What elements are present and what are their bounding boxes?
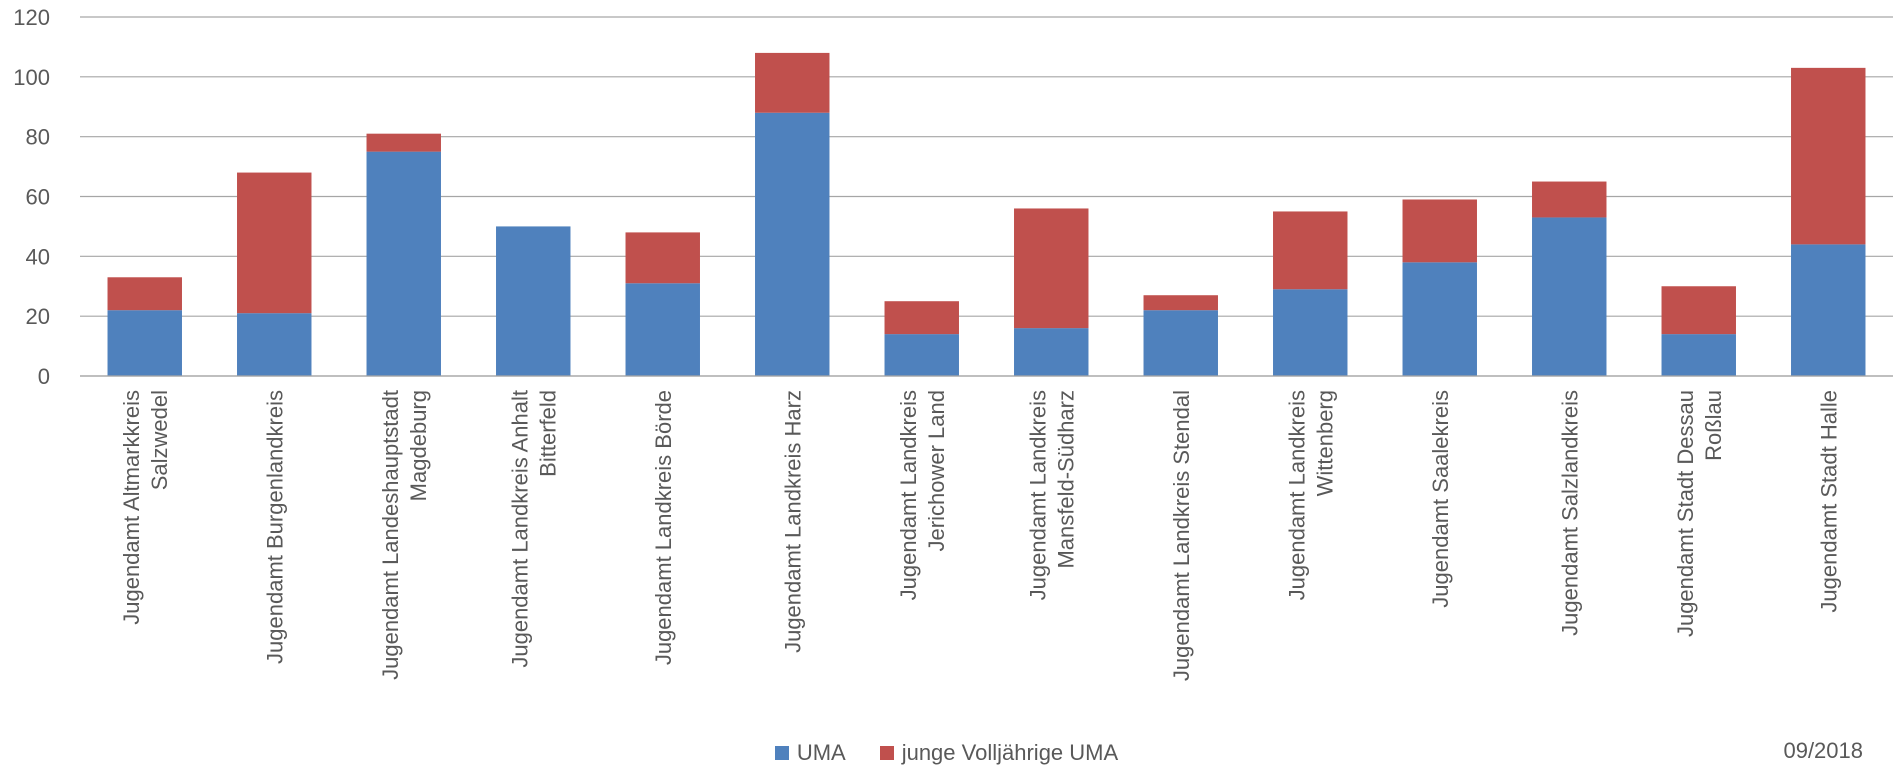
x-tick-label: Roßlau xyxy=(1701,390,1726,461)
gridlines xyxy=(80,16,1893,377)
legend-swatch-uma xyxy=(774,746,789,760)
y-tick-label: 40 xyxy=(26,244,50,269)
x-tick-label: Jerichower Land xyxy=(924,390,949,551)
x-tick-label: Jugendamt Altmarkkreis xyxy=(119,390,144,625)
bar-uma-0 xyxy=(107,310,182,376)
bars xyxy=(107,52,1866,376)
legend-item-junge-volljaehrige-uma: junge Volljährige UMA xyxy=(879,740,1119,766)
bar-junge-volljaehrige-uma-10 xyxy=(1402,199,1477,263)
y-tick-label: 80 xyxy=(26,125,50,150)
bar-uma-8 xyxy=(1143,310,1218,376)
bar-uma-13 xyxy=(1791,244,1866,376)
bar-junge-volljaehrige-uma-12 xyxy=(1661,286,1736,335)
bar-junge-volljaehrige-uma-4 xyxy=(625,232,700,284)
bar-junge-volljaehrige-uma-9 xyxy=(1273,211,1348,290)
bar-junge-volljaehrige-uma-11 xyxy=(1532,181,1607,218)
y-tick-label: 120 xyxy=(13,5,50,30)
bar-junge-volljaehrige-uma-6 xyxy=(884,301,959,335)
x-tick-label: Jugendamt Landkreis Börde xyxy=(651,390,676,665)
legend-swatch-junge-volljaehrige-uma xyxy=(879,746,894,760)
y-tick-label: 0 xyxy=(38,364,50,389)
x-tick-label: Jugendamt Burgenlandkreis xyxy=(262,390,287,664)
x-tick-label: Magdeburg xyxy=(406,390,431,501)
y-tick-label: 100 xyxy=(13,65,50,90)
x-tick-label: Jugendamt Salzlandkreis xyxy=(1557,390,1582,636)
x-tick-label: Jugendamt Stadt Halle xyxy=(1816,390,1841,613)
legend-label-junge-volljaehrige-uma: junge Volljährige UMA xyxy=(901,740,1119,765)
bar-uma-6 xyxy=(884,334,959,376)
date-note: 09/2018 xyxy=(1783,738,1863,763)
x-tick-label: Jugendamt Saalekreis xyxy=(1428,390,1453,608)
x-tick-label: Jugendamt Landkreis Stendal xyxy=(1169,390,1194,681)
bar-uma-4 xyxy=(625,283,700,376)
legend-label-uma: UMA xyxy=(796,740,846,765)
x-tick-label: Wittenberg xyxy=(1312,390,1337,496)
bar-junge-volljaehrige-uma-1 xyxy=(237,172,312,314)
x-tick-label: Jugendamt Landeshauptstadt xyxy=(378,390,403,680)
x-tick-label: Salzwedel xyxy=(147,390,172,490)
bar-uma-10 xyxy=(1402,262,1477,376)
bar-uma-12 xyxy=(1661,334,1736,376)
y-tick-label: 20 xyxy=(26,304,50,329)
x-tick-label: Mansfeld-Südharz xyxy=(1053,390,1078,569)
bar-junge-volljaehrige-uma-0 xyxy=(107,277,182,311)
bar-uma-3 xyxy=(496,226,571,376)
x-tick-label: Bitterfeld xyxy=(535,390,560,477)
bar-junge-volljaehrige-uma-13 xyxy=(1791,67,1866,245)
x-axis: Jugendamt Altmarkkreis Salzwedel Jugendamt… xyxy=(80,375,1893,681)
bar-junge-volljaehrige-uma-5 xyxy=(755,52,830,113)
x-tick-label: Jugendamt Landkreis Harz xyxy=(780,390,805,653)
bar-uma-11 xyxy=(1532,217,1607,376)
bar-uma-7 xyxy=(1014,328,1089,376)
bar-uma-2 xyxy=(366,151,441,376)
bar-uma-9 xyxy=(1273,289,1348,376)
x-tick-label: Jugendamt Landkreis Anhalt xyxy=(507,390,532,668)
legend-item-uma: UMA xyxy=(774,740,846,766)
x-tick-label: Jugendamt Landkreis xyxy=(896,390,921,600)
x-tick-label: Jugendamt Landkreis xyxy=(1025,390,1050,600)
bar-junge-volljaehrige-uma-2 xyxy=(366,133,441,152)
legend: UMA junge Volljährige UMA xyxy=(0,738,1893,768)
bar-uma-5 xyxy=(755,112,830,376)
x-tick-label: Jugendamt Landkreis xyxy=(1284,390,1309,600)
y-tick-label: 60 xyxy=(26,185,50,210)
x-tick-label: Jugendamt Stadt Dessau xyxy=(1673,390,1698,637)
bar-junge-volljaehrige-uma-7 xyxy=(1014,208,1089,329)
bar-uma-1 xyxy=(237,313,312,376)
bar-junge-volljaehrige-uma-8 xyxy=(1143,295,1218,311)
y-axis: 0 20 40 60 80 100 120 xyxy=(13,5,50,389)
